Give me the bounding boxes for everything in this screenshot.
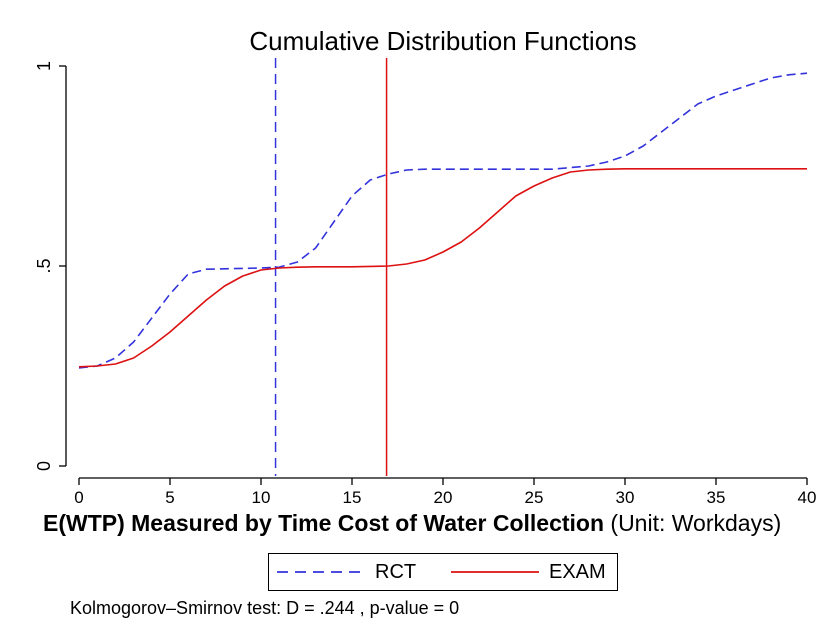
y-tick-label: 1	[34, 61, 54, 71]
x-axis-label: E(WTP) Measured by Time Cost of Water Co…	[43, 510, 781, 537]
x-tick-label: 10	[252, 488, 271, 507]
x-tick-label: 5	[165, 488, 174, 507]
legend-entry-exam: EXAM	[451, 554, 606, 590]
plot-area: 0.510 5 10 15 20 25 30 35 40	[34, 58, 816, 507]
series-line-exam	[78, 168, 807, 368]
series-line-rct	[78, 72, 808, 369]
legend: RCT EXAM	[268, 553, 618, 591]
legend-label-exam: EXAM	[549, 560, 606, 583]
x-axis-label-unit: (Unit: Workdays)	[604, 510, 782, 536]
legend-swatch-rct	[277, 571, 365, 573]
legend-swatch-exam	[451, 571, 539, 573]
chart-title: Cumulative Distribution Functions	[249, 26, 637, 56]
x-tick-label: 30	[616, 488, 635, 507]
x-tick-label: 20	[434, 488, 453, 507]
ks-test-note: Kolmogorov–Smirnov test: D = .244 , p-va…	[70, 598, 460, 618]
y-tick-label: 0	[34, 461, 54, 471]
x-tick-label: 35	[707, 488, 726, 507]
x-tick-label: 0	[74, 488, 83, 507]
legend-entry-rct: RCT	[277, 554, 416, 590]
x-tick-label: 40	[798, 488, 817, 507]
x-axis-label-main: E(WTP) Measured by Time Cost of Water Co…	[43, 510, 605, 536]
legend-label-rct: RCT	[375, 560, 417, 583]
y-tick-label: .5	[34, 258, 54, 273]
x-tick-label: 15	[343, 488, 362, 507]
x-tick-label: 25	[525, 488, 544, 507]
